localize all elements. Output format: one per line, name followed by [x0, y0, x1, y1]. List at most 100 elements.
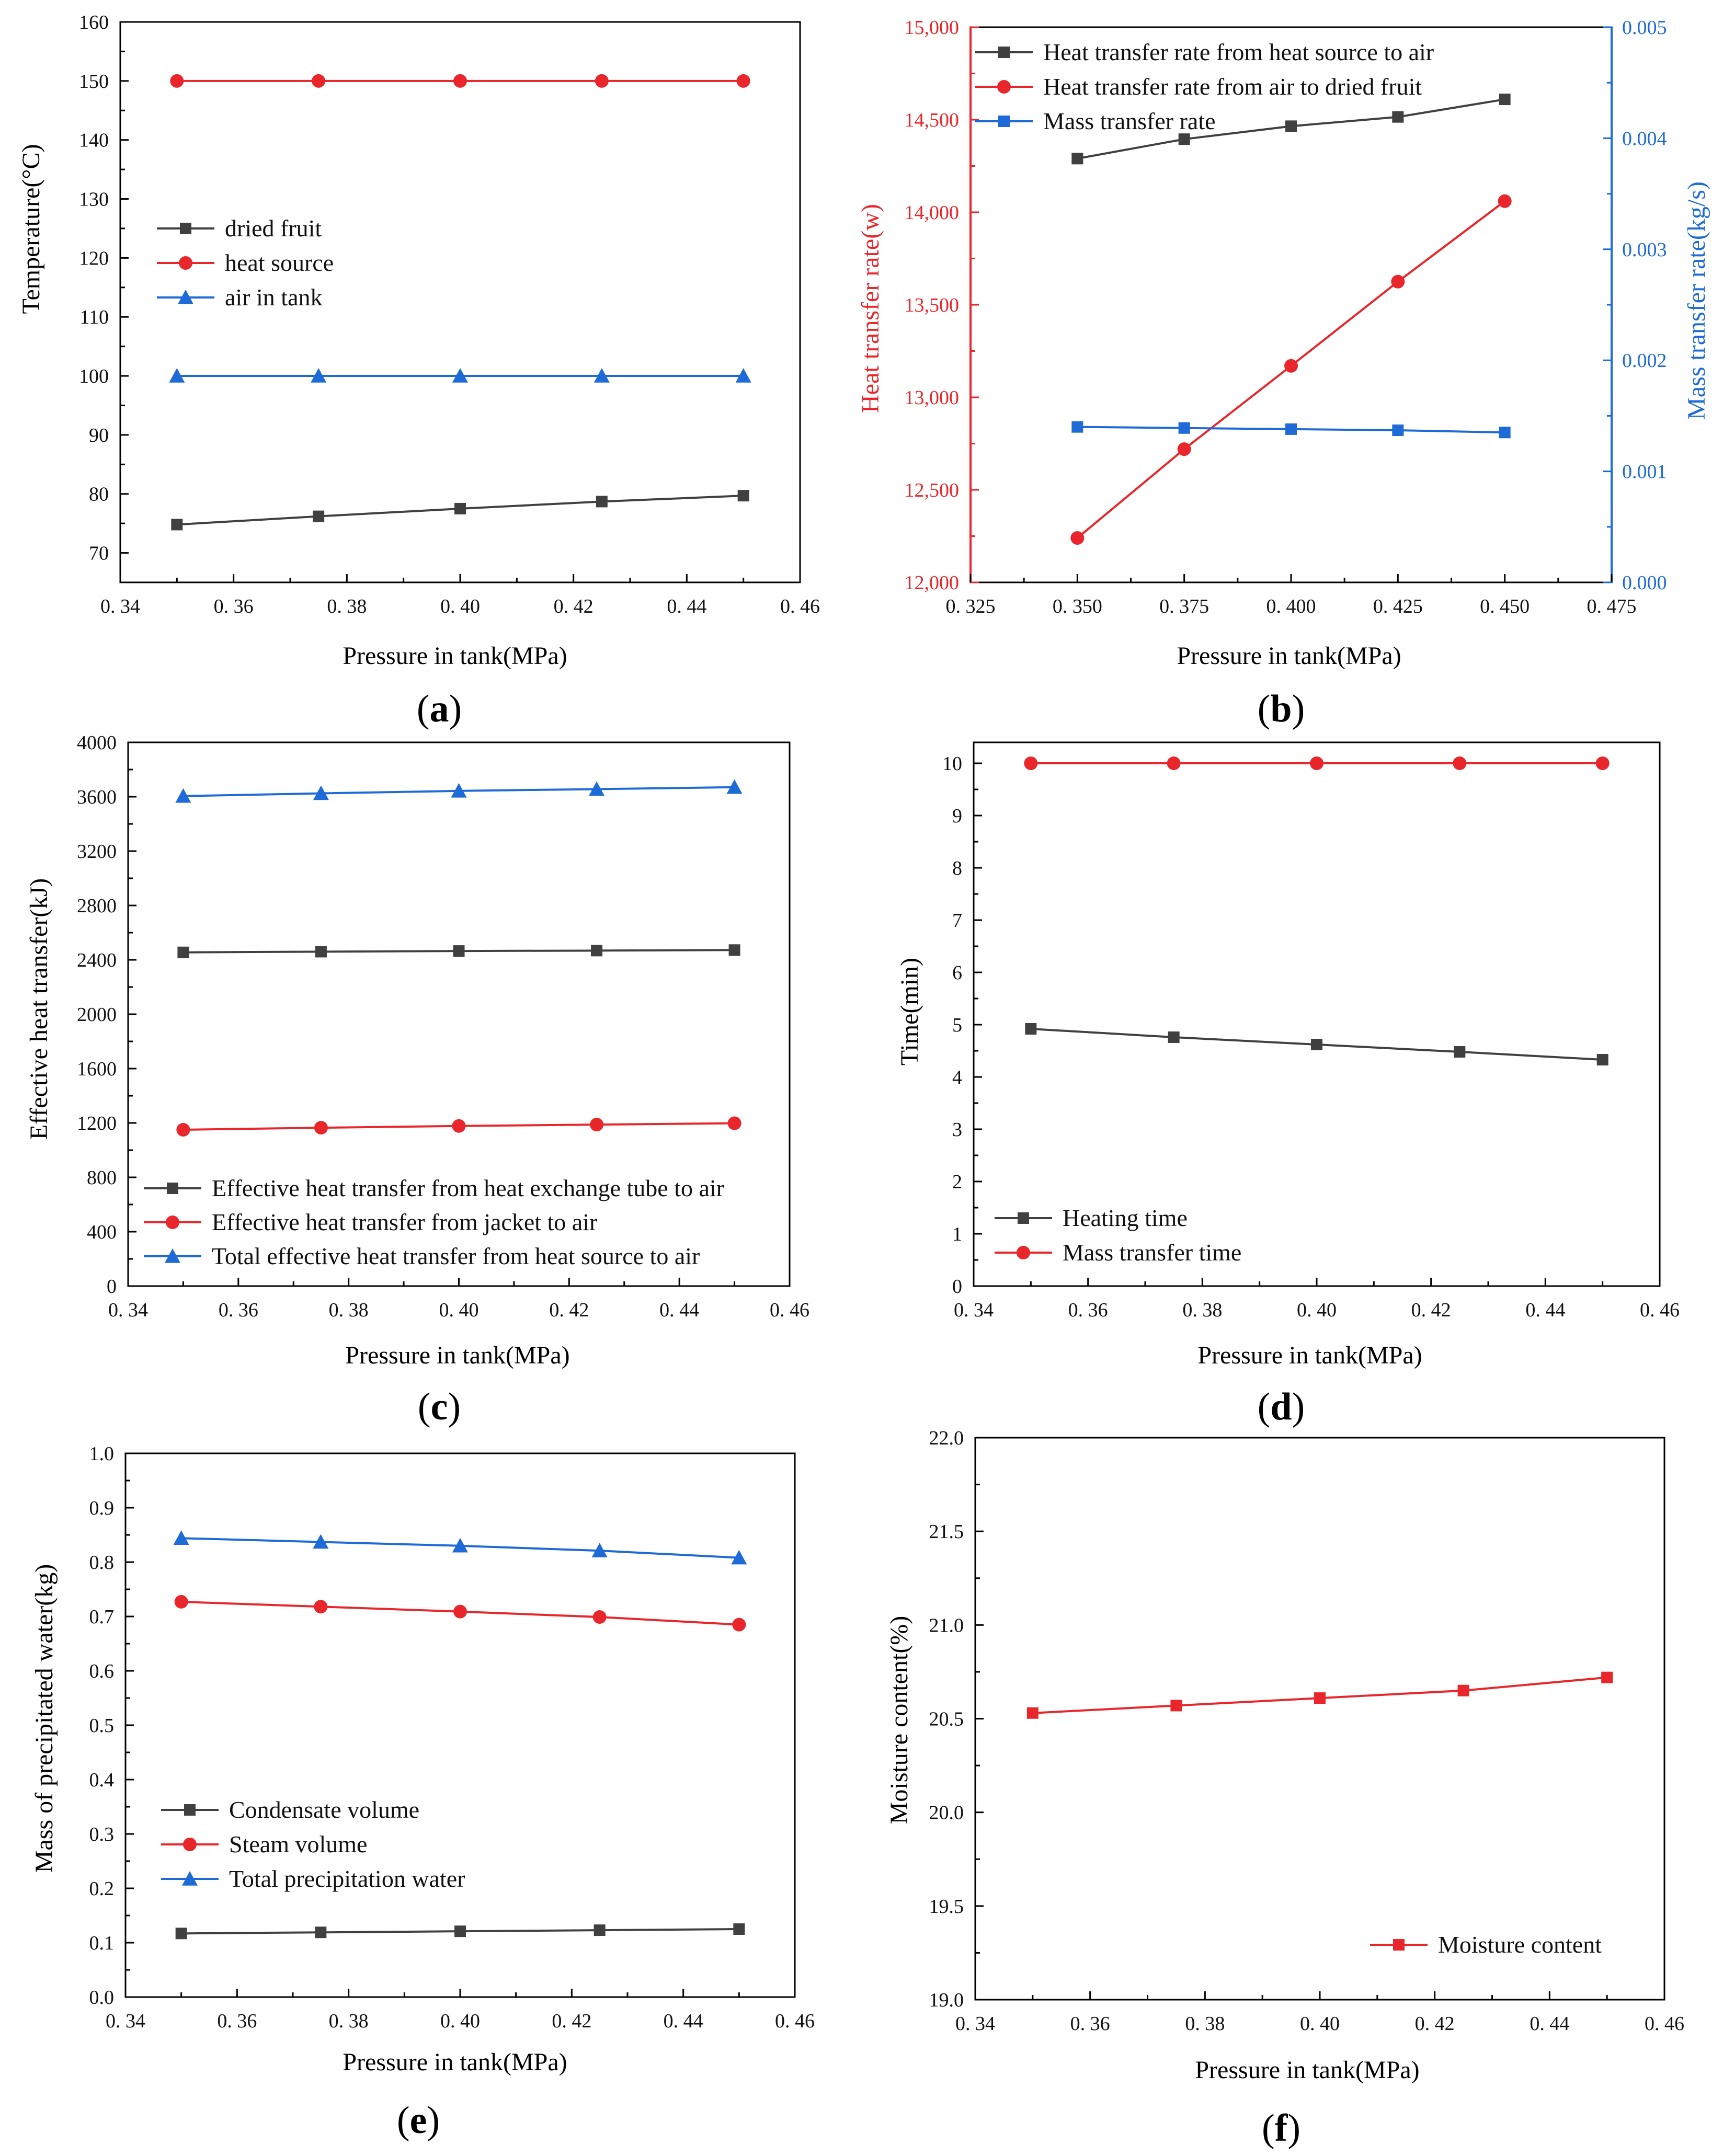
x-tick-label: 0. 36 — [1070, 2013, 1110, 2035]
y-axis-title: Mass of precipitated water(kg) — [30, 1564, 58, 1873]
legend-label: Effective heat transfer from jacket to a… — [212, 1209, 597, 1235]
x-tick-label: 0. 40 — [440, 595, 480, 617]
x-tick-label: 0. 450 — [1480, 595, 1530, 617]
y-right-tick-label: 0.002 — [1622, 350, 1667, 372]
data-point — [732, 1618, 746, 1632]
panel-a: Pressure in tank(MPa) Temperature(°C) (a… — [17, 12, 820, 730]
y-axis-title-right: Mass transfer rate(kg/s) — [1683, 181, 1710, 420]
y-tick-label: 14,000 — [905, 202, 960, 224]
data-point — [595, 74, 609, 88]
data-point — [176, 1123, 190, 1137]
series-air-in-tank — [169, 368, 751, 383]
y-tick-label: 0 — [107, 1276, 117, 1298]
legend: dried fruit heat source air in tank — [157, 215, 334, 311]
y-tick-label: 7 — [952, 910, 962, 932]
y-tick-label: 19.0 — [929, 1989, 964, 2011]
y-tick-label: 1200 — [77, 1113, 117, 1134]
x-tick-label: 0. 42 — [552, 2010, 591, 2032]
x-tick-label: 0. 350 — [1053, 595, 1102, 617]
y-tick-label: 20.0 — [929, 1802, 964, 1824]
data-point — [1454, 1046, 1466, 1058]
plot-frame — [124, 1452, 796, 1998]
data-point — [1026, 1707, 1039, 1719]
y-tick-label: 21.5 — [929, 1521, 964, 1543]
y-tick-label: 120 — [79, 247, 109, 269]
data-point — [591, 945, 603, 957]
x-tick-label: 0. 40 — [440, 2010, 480, 2032]
panel-caption: (e) — [397, 2099, 440, 2142]
legend-label: Mass transfer rate — [1043, 108, 1216, 134]
x-tick-label: 0. 42 — [549, 1299, 589, 1321]
y-tick-label: 0.3 — [89, 1824, 115, 1845]
y-tick-label: 10 — [942, 753, 962, 775]
x-tick-label: 0. 46 — [770, 1299, 809, 1321]
y-axis-title: Moisture content(%) — [885, 1616, 913, 1825]
x-tick-label: 0. 36 — [217, 2010, 257, 2032]
x-tick-label: 0. 34 — [955, 2013, 995, 2035]
plot-frame — [974, 1437, 1665, 2001]
panel-f: Pressure in tank(MPa) Moisture content(%… — [885, 1427, 1684, 2150]
data-point — [313, 1534, 329, 1549]
x-tick-label: 0. 44 — [659, 1299, 699, 1321]
x-tick-label: 0. 325 — [946, 595, 996, 617]
data-point — [1392, 111, 1404, 123]
legend-marker — [998, 47, 1010, 58]
data-point — [173, 1530, 189, 1545]
y-tick-label: 6 — [952, 962, 962, 984]
x-tick-label: 0. 475 — [1587, 595, 1637, 617]
legend: Moisture content — [1370, 1931, 1602, 1958]
legend-marker — [165, 1248, 180, 1263]
data-point — [1595, 756, 1610, 770]
series-heating-time — [1025, 1023, 1608, 1065]
legend-label: Effective heat transfer from heat exchan… — [212, 1175, 724, 1201]
y-tick-label: 130 — [79, 189, 109, 211]
legend-marker — [1393, 1939, 1405, 1951]
data-point — [454, 502, 466, 514]
legend: Heating time Mass transfer time — [995, 1205, 1241, 1266]
series-heat-transfer-rate-from-air-to-dried-fruit — [1070, 194, 1512, 545]
data-point — [452, 1538, 468, 1553]
legend-item: Total effective heat transfer from heat … — [144, 1243, 700, 1269]
y-axis-title: Effective heat transfer(kJ) — [25, 878, 53, 1140]
y-tick-label: 8 — [952, 857, 962, 879]
data-point — [591, 1543, 608, 1557]
legend-label: Total precipitation water — [229, 1865, 465, 1892]
panel-caption: (d) — [1258, 1385, 1305, 1428]
x-axis-title: Pressure in tank(MPa) — [1197, 1341, 1422, 1369]
panel-b: Pressure in tank(MPa) Heat transfer rate… — [857, 17, 1710, 730]
y-tick-label: 0.9 — [89, 1497, 115, 1519]
legend-label: Total effective heat transfer from heat … — [212, 1243, 700, 1269]
y-tick-label: 90 — [89, 425, 109, 446]
legend-label: heat source — [225, 249, 334, 276]
x-tick-label: 0. 38 — [1182, 1299, 1222, 1321]
data-point — [594, 368, 610, 383]
data-point — [451, 783, 467, 798]
panel-d: Pressure in tank(MPa) Time(min) (d) 0. 3… — [896, 741, 1680, 1428]
legend-marker — [166, 1215, 179, 1229]
legend: Condensate volume Steam volume Total preci… — [161, 1796, 465, 1892]
y-tick-label: 3200 — [77, 841, 117, 863]
data-point — [454, 1925, 466, 1937]
y-tick-label: 0.2 — [89, 1878, 115, 1900]
data-point — [313, 785, 329, 800]
y-tick-label: 12,000 — [905, 572, 960, 594]
y-tick-label: 19.5 — [929, 1896, 964, 1918]
data-point — [1024, 756, 1038, 770]
data-point — [590, 1118, 604, 1132]
y-tick-label: 12,500 — [905, 479, 960, 501]
data-point — [1178, 133, 1190, 145]
x-tick-label: 0. 46 — [775, 2010, 815, 2032]
y-right-tick-label: 0.001 — [1622, 461, 1667, 483]
x-tick-label: 0. 42 — [1415, 2013, 1455, 2035]
data-point — [312, 74, 326, 88]
y-right-tick-label: 0.004 — [1622, 128, 1667, 150]
y-tick-label: 3 — [952, 1119, 962, 1141]
legend-marker — [167, 1183, 178, 1194]
data-point — [314, 1600, 328, 1614]
legend-item: air in tank — [157, 284, 323, 311]
caption-letter: e — [410, 2099, 427, 2142]
data-point — [733, 1923, 745, 1935]
x-tick-label: 0. 36 — [1068, 1299, 1108, 1321]
data-point — [171, 519, 183, 531]
x-axis-title: Pressure in tank(MPa) — [343, 642, 567, 670]
